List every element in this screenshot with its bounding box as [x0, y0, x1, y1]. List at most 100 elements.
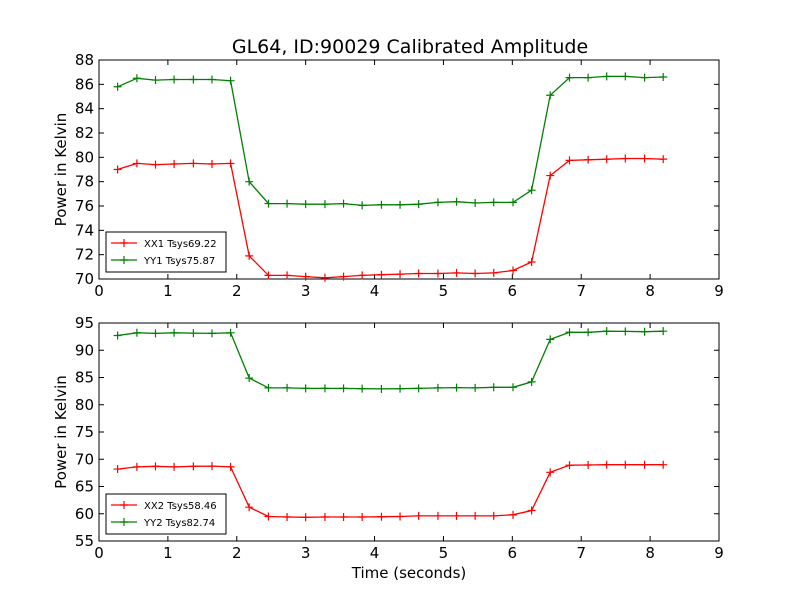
- top-series-2-marker: [264, 199, 273, 208]
- top-series-2-marker: [471, 198, 480, 207]
- top-ylabel: Power in Kelvin: [52, 113, 70, 227]
- bottom-x-tick-label: 9: [714, 544, 724, 562]
- bottom-series-2-marker: [621, 327, 630, 336]
- top-series-2-marker: [584, 73, 593, 82]
- bottom-series-1-marker: [301, 513, 310, 522]
- bottom-series-2-marker: [207, 329, 216, 338]
- bottom-series-1-marker: [151, 462, 160, 471]
- top-y-tick-label: 82: [75, 124, 94, 142]
- top-series-1-marker: [170, 160, 179, 169]
- top-series-2-marker: [527, 186, 536, 195]
- bottom-series-2-marker: [170, 328, 179, 337]
- top-series-line-2: [117, 75, 664, 207]
- bottom-y-tick-label: 70: [75, 450, 94, 468]
- top-y-tick-label: 76: [75, 197, 94, 215]
- top-series-1-marker: [226, 159, 235, 168]
- top-series-1-marker: [509, 266, 518, 275]
- top-series-1-marker: [565, 156, 574, 165]
- top-legend-marker: [120, 256, 128, 264]
- bottom-series-1-marker: [245, 503, 254, 512]
- bottom-series-2-marker: [452, 383, 461, 392]
- top-series-1-marker: [377, 270, 386, 279]
- top-legend-label: YY1 Tsys75.87: [143, 256, 215, 267]
- bottom-series-2-marker: [377, 384, 386, 393]
- top-series-2-marker: [189, 75, 198, 84]
- top-series-2-marker: [659, 73, 668, 82]
- top-series-1-marker: [640, 154, 649, 163]
- bottom-series-2-marker: [396, 384, 405, 393]
- top-series-1-marker: [339, 272, 348, 281]
- bottom-series-1-marker: [452, 511, 461, 520]
- top-series-2-marker: [489, 198, 498, 207]
- bottom-x-tick-label: 0: [94, 544, 104, 562]
- top-series-2-marker: [301, 200, 310, 209]
- bottom-series-1-marker: [527, 506, 536, 515]
- bottom-series-1-marker: [659, 460, 668, 469]
- top-series-1-marker: [471, 269, 480, 278]
- top-series-1-marker: [527, 257, 536, 266]
- top-series-2-marker: [565, 73, 574, 82]
- bottom-series-1-marker: [414, 511, 423, 520]
- bottom-series-2-marker: [358, 384, 367, 393]
- bottom-series-2-marker: [132, 328, 141, 337]
- top-series-1-marker: [452, 268, 461, 277]
- top-series-1-marker: [189, 159, 198, 168]
- bottom-legend-box: [105, 493, 227, 535]
- bottom-series-1-marker: [377, 512, 386, 521]
- top-legend-marker: [120, 239, 128, 247]
- top-series-1-marker: [113, 165, 122, 174]
- bottom-series-2-marker: [283, 383, 292, 392]
- bottom-series-2-marker: [602, 327, 611, 336]
- top-series-2-marker: [113, 82, 122, 91]
- top-series-2-marker: [132, 74, 141, 83]
- bottom-legend-label: YY2 Tsys82.74: [143, 518, 215, 529]
- top-series-1-marker: [207, 160, 216, 169]
- top-x-tick-label: 9: [714, 282, 724, 300]
- bottom-y-tick-label: 55: [75, 532, 94, 550]
- top-series-2-marker: [621, 72, 630, 81]
- bottom-series-2-marker: [527, 377, 536, 386]
- top-legend-label: XX1 Tsys69.22: [144, 239, 217, 250]
- top-series-1-marker: [151, 160, 160, 169]
- bottom-series-1-marker: [132, 462, 141, 471]
- bottom-legend-marker: [120, 501, 128, 509]
- top-axes-frame: [98, 59, 720, 280]
- top-y-tick-label: 70: [75, 270, 94, 288]
- top-y-tick-label: 74: [75, 221, 94, 239]
- bottom-series-1-marker: [264, 512, 273, 521]
- top-y-tick-label: 84: [75, 100, 94, 118]
- bottom-series-1-marker: [358, 513, 367, 522]
- bottom-series-2-marker: [640, 327, 649, 336]
- bottom-ylabel: Power in Kelvin: [52, 375, 70, 489]
- top-series-1-marker: [301, 272, 310, 281]
- bottom-series-1-marker: [471, 511, 480, 520]
- top-series-2-marker: [226, 76, 235, 85]
- top-series-1-marker: [584, 155, 593, 164]
- top-x-tick-label: 2: [232, 282, 242, 300]
- bottom-series-1-marker: [396, 512, 405, 521]
- bottom-series-2-marker: [226, 328, 235, 337]
- bottom-legend: XX2 Tsys58.46 YY2 Tsys82.74: [105, 493, 227, 535]
- top-series-1-marker: [320, 273, 329, 282]
- bottom-series-2-marker: [320, 384, 329, 393]
- top-series-1-marker: [245, 251, 254, 260]
- top-y-tick-label: 86: [75, 75, 94, 93]
- top-series-1-marker: [433, 269, 442, 278]
- figure-title: GL64, ID:90029 Calibrated Amplitude: [232, 36, 588, 58]
- bottom-series-1-marker: [621, 460, 630, 469]
- bottom-xlabel: Time (seconds): [351, 564, 467, 582]
- top-y-tick-label: 80: [75, 148, 94, 166]
- top-series-2-marker: [396, 200, 405, 209]
- top-y-tick-label: 88: [75, 51, 94, 69]
- bottom-series-2-marker: [433, 383, 442, 392]
- top-series-2-marker: [377, 200, 386, 209]
- bottom-series-2-marker: [245, 374, 254, 383]
- bottom-series-1-marker: [226, 462, 235, 471]
- top-series-2-marker: [245, 177, 254, 186]
- bottom-series-2-marker: [264, 383, 273, 392]
- bottom-series-2-marker: [189, 329, 198, 338]
- top-legend: XX1 Tsys69.22 YY1 Tsys75.87: [105, 231, 227, 273]
- top-y-tick-label: 72: [75, 246, 94, 264]
- bottom-series-2-marker: [339, 384, 348, 393]
- bottom-series-2-marker: [659, 327, 668, 336]
